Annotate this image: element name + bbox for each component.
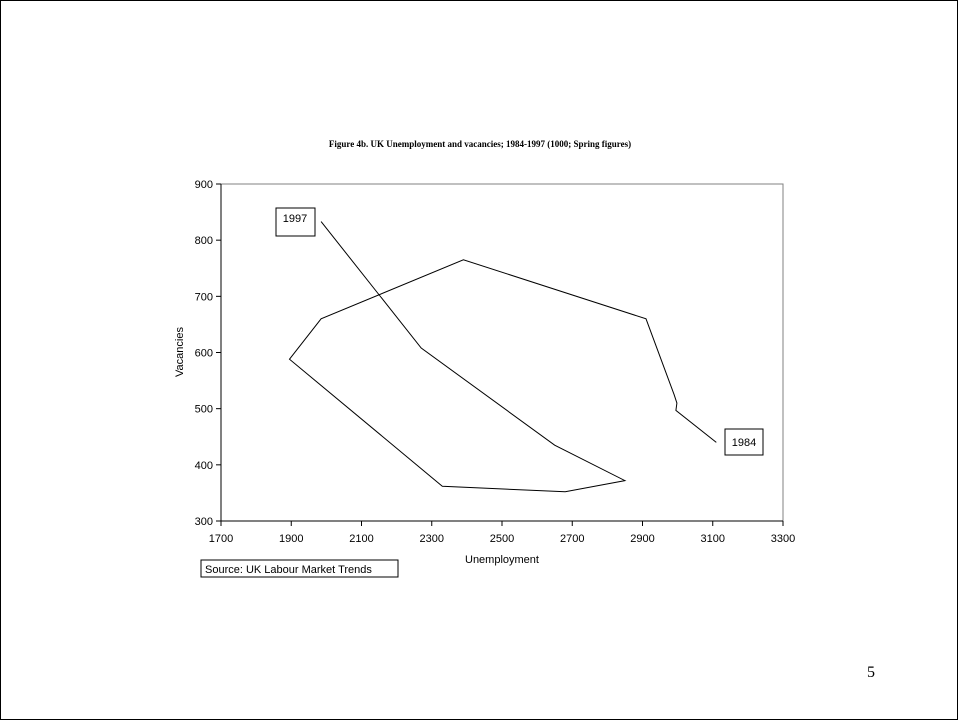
y-tick-label: 400 <box>195 460 213 472</box>
y-tick-label: 500 <box>195 404 213 416</box>
callout-1984-box <box>724 428 764 456</box>
chart-title: Figure 4b. UK Unemployment and vacancies… <box>329 139 631 149</box>
y-tick-label: 600 <box>195 348 213 360</box>
source-note-box <box>200 559 399 578</box>
callout-1997-label: 1997 <box>283 213 307 225</box>
y-axis-ticks: 300 400 500 600 700 800 900 <box>195 179 221 528</box>
y-tick-label: 300 <box>195 516 213 528</box>
source-note: Source: UK Labour Market Trends <box>200 559 399 578</box>
callout-1997-box <box>275 207 316 237</box>
x-tick-label: 3300 <box>771 533 795 545</box>
callout-1997: 1997 <box>275 207 316 237</box>
x-tick-label: 2700 <box>560 533 584 545</box>
y-tick-label: 700 <box>195 291 213 303</box>
x-axis-ticks: 1700 1900 2100 2300 2500 2700 2900 3100 3300 <box>209 521 795 545</box>
x-tick-label: 1700 <box>209 533 233 545</box>
x-tick-label: 2900 <box>630 533 654 545</box>
y-axis-title: Vacancies <box>174 327 186 377</box>
x-tick-label: 2500 <box>490 533 514 545</box>
page-number: 5 <box>867 664 875 681</box>
x-tick-label: 2300 <box>420 533 444 545</box>
y-tick-label: 900 <box>195 179 213 191</box>
x-tick-label: 2100 <box>349 533 373 545</box>
callout-1984: 1984 <box>724 428 764 456</box>
source-note-text: Source: UK Labour Market Trends <box>205 564 372 576</box>
x-tick-label: 3100 <box>701 533 725 545</box>
x-tick-label: 1900 <box>279 533 303 545</box>
series-line <box>288 221 717 493</box>
plot-area <box>220 183 784 522</box>
y-tick-label: 800 <box>195 235 213 247</box>
x-axis-title: Unemployment <box>465 554 539 566</box>
callout-1984-label: 1984 <box>732 437 756 449</box>
